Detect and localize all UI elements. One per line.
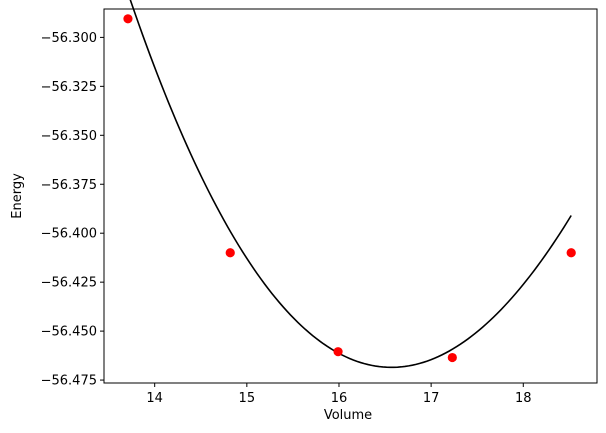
y-axis-ticks: −56.300 −56.325 −56.350 −56.375 −56.400 −56.4… <box>41 31 104 389</box>
data-point <box>225 248 235 258</box>
y-tick-label: −56.425 <box>41 276 97 291</box>
x-tick-label: 16 <box>331 391 348 406</box>
y-tick-label: −56.475 <box>41 374 97 389</box>
y-tick-label: −56.325 <box>41 80 97 95</box>
data-point <box>447 352 457 363</box>
y-tick-label: −56.300 <box>41 31 97 46</box>
data-point <box>123 14 133 24</box>
data-points <box>123 14 576 363</box>
x-tick-label: 15 <box>239 391 256 406</box>
y-tick-label: −56.400 <box>41 227 97 242</box>
data-point <box>566 248 576 258</box>
x-tick-label: 17 <box>423 391 440 406</box>
x-axis-label: Volume <box>324 408 372 423</box>
y-tick-label: −56.350 <box>41 129 97 144</box>
fit-curve <box>129 0 572 369</box>
x-tick-label: 18 <box>515 391 532 406</box>
x-tick-label: 14 <box>146 391 163 406</box>
plot-area <box>104 9 597 383</box>
plot-frame <box>103 8 598 384</box>
y-tick-label: −56.450 <box>41 325 97 340</box>
y-axis-label: Energy <box>10 173 25 219</box>
data-point <box>333 347 343 357</box>
y-tick-label: −56.375 <box>41 178 97 193</box>
x-axis-ticks: 14 15 16 17 18 <box>146 383 532 406</box>
